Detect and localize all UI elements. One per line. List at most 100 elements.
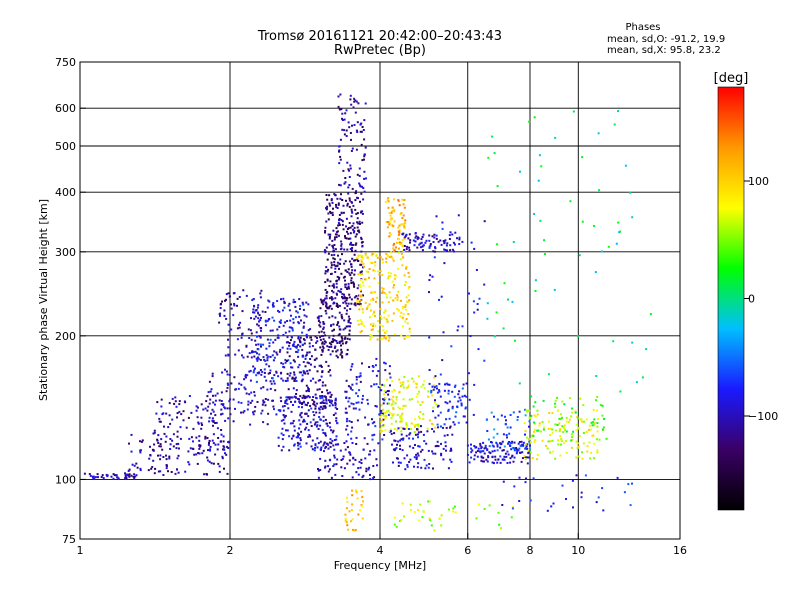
data-point	[301, 396, 304, 399]
data-point	[256, 306, 259, 309]
data-point	[362, 500, 364, 503]
data-point	[369, 337, 372, 339]
data-point	[222, 435, 225, 438]
data-point	[505, 419, 507, 422]
data-point	[377, 370, 380, 373]
data-point	[335, 354, 338, 357]
data-point	[330, 442, 333, 445]
data-point	[405, 434, 408, 437]
data-point	[251, 299, 254, 302]
data-point	[248, 352, 251, 355]
data-point	[153, 431, 156, 434]
data-point	[176, 430, 179, 433]
data-point	[147, 469, 150, 472]
data-point	[354, 302, 357, 305]
data-point	[360, 279, 363, 281]
data-point	[383, 384, 385, 387]
data-point	[404, 306, 407, 309]
data-point	[356, 256, 359, 259]
data-point	[351, 389, 354, 391]
data-point	[372, 477, 375, 480]
data-point	[393, 208, 396, 211]
data-point	[245, 392, 248, 395]
data-point	[379, 430, 382, 433]
data-point	[321, 407, 324, 410]
data-point	[352, 407, 355, 410]
data-point	[408, 249, 411, 252]
data-point	[502, 449, 505, 452]
data-point	[411, 398, 413, 401]
data-point	[216, 448, 219, 451]
data-point	[392, 461, 394, 464]
data-point	[531, 457, 534, 459]
data-point	[262, 343, 265, 346]
data-point	[411, 377, 414, 380]
data-point	[430, 524, 433, 527]
data-point	[152, 432, 155, 435]
data-point	[268, 345, 271, 348]
data-point	[415, 382, 417, 385]
data-point	[394, 274, 397, 277]
data-point	[404, 468, 407, 471]
data-point	[331, 340, 334, 343]
data-point	[102, 477, 105, 480]
grid-lines	[79, 62, 680, 539]
data-point	[345, 297, 348, 300]
data-point	[352, 244, 355, 246]
data-point	[337, 221, 340, 224]
data-point	[461, 387, 464, 390]
data-point	[157, 434, 160, 437]
data-point	[391, 280, 394, 283]
data-point	[529, 417, 532, 420]
data-point	[277, 436, 280, 439]
data-point	[346, 348, 349, 351]
data-point	[388, 372, 391, 375]
data-point	[364, 254, 367, 257]
data-point	[330, 296, 333, 298]
data-point	[387, 339, 390, 342]
data-point	[516, 450, 519, 453]
data-point	[295, 346, 298, 349]
data-point	[588, 424, 591, 427]
data-point	[307, 401, 309, 404]
data-point	[556, 409, 559, 412]
data-point	[439, 373, 442, 376]
data-point	[596, 449, 599, 452]
data-point	[280, 362, 283, 365]
data-point	[350, 210, 353, 213]
data-point	[327, 447, 330, 450]
data-point	[332, 283, 335, 286]
data-point	[579, 397, 582, 400]
data-point	[256, 352, 258, 355]
data-point	[334, 406, 337, 409]
data-point	[248, 370, 251, 373]
data-point	[329, 438, 332, 441]
data-point	[430, 389, 433, 392]
data-point	[536, 429, 539, 432]
data-point	[232, 314, 235, 317]
data-point	[188, 437, 191, 440]
colorbar-tick-label: 100	[748, 175, 769, 188]
data-point	[278, 350, 281, 353]
data-point	[244, 375, 247, 378]
data-point	[334, 473, 337, 476]
data-point	[314, 393, 317, 396]
data-point	[486, 448, 489, 451]
data-point	[254, 367, 256, 370]
data-point	[310, 363, 312, 366]
data-point	[419, 246, 422, 249]
data-point	[397, 406, 400, 409]
data-point	[407, 294, 410, 297]
data-point	[331, 329, 334, 332]
data-point	[229, 398, 232, 401]
data-point	[327, 444, 330, 447]
data-point	[289, 319, 292, 322]
data-point	[396, 413, 399, 416]
data-point	[276, 353, 279, 356]
data-point	[306, 389, 309, 392]
data-point	[321, 341, 324, 344]
data-point	[163, 425, 165, 428]
data-point	[385, 257, 388, 260]
data-point	[202, 449, 205, 452]
data-point	[232, 420, 235, 423]
